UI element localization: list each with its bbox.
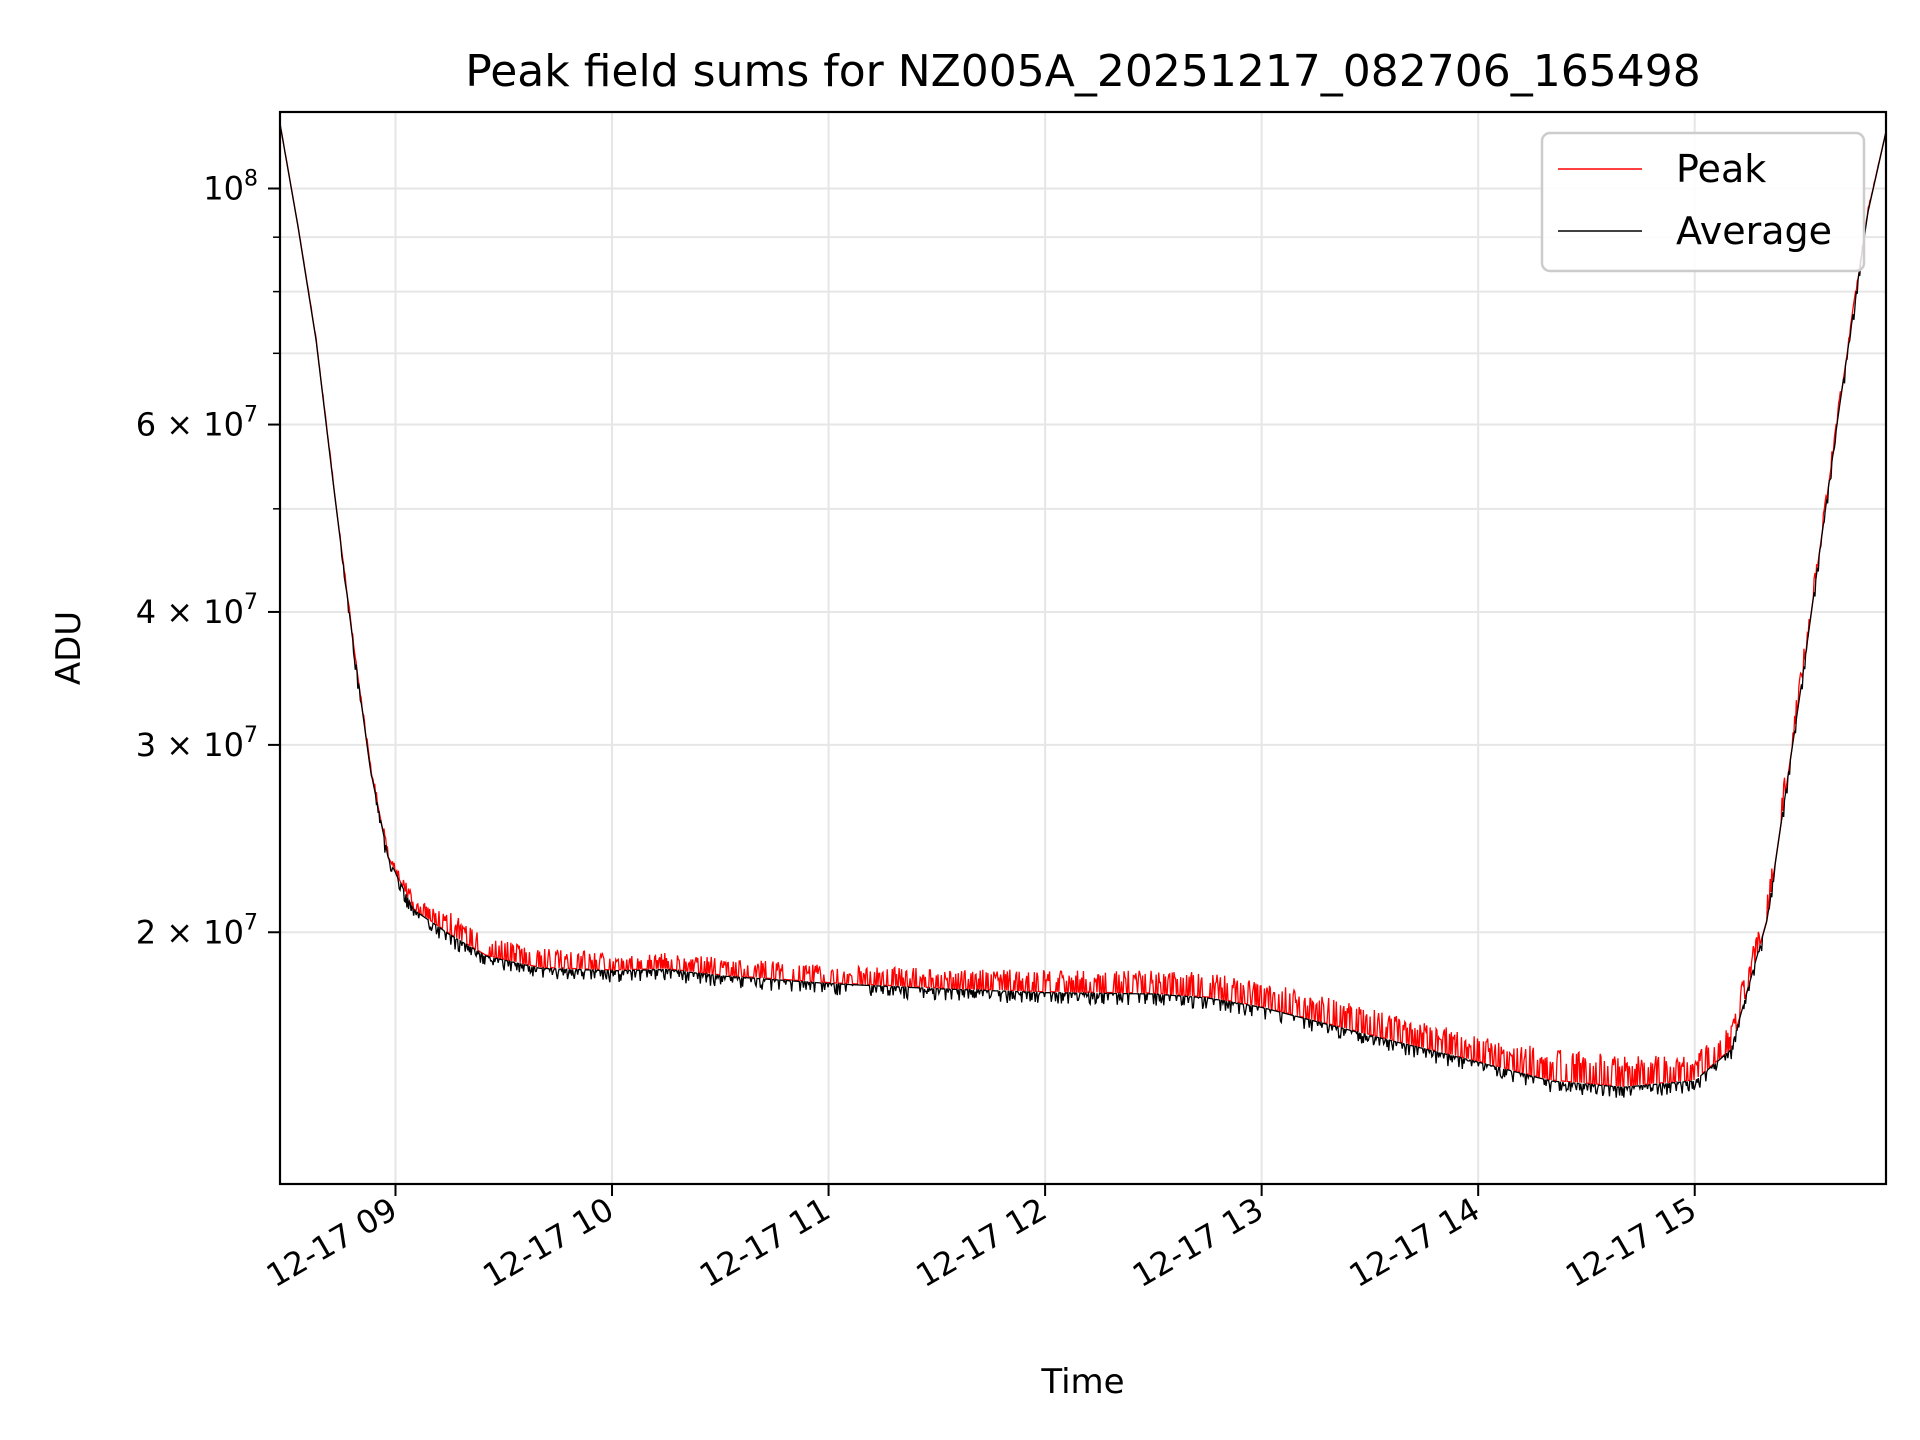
- legend-label-average: Average: [1676, 209, 1832, 253]
- y-tick-label: 3 × 107: [136, 723, 258, 764]
- y-tick-label: 4 × 107: [136, 590, 258, 631]
- series-layer: [280, 122, 1886, 1098]
- y-axis-label: ADU: [49, 611, 89, 685]
- plot-frame: [278, 110, 1888, 1186]
- legend-label-peak: Peak: [1676, 147, 1766, 191]
- series-peak-line: [280, 122, 1886, 1088]
- grid: [280, 112, 1886, 1184]
- y-tick-label: 6 × 107: [136, 403, 258, 444]
- series-average-line: [280, 123, 1886, 1098]
- legend: Peak Average: [1540, 131, 1866, 273]
- chart-title: Peak field sums for NZ005A_20251217_0827…: [465, 46, 1700, 97]
- legend-box: [1540, 131, 1866, 273]
- x-axis-label: Time: [1040, 1362, 1124, 1402]
- y-tick-label: 2 × 107: [136, 910, 258, 951]
